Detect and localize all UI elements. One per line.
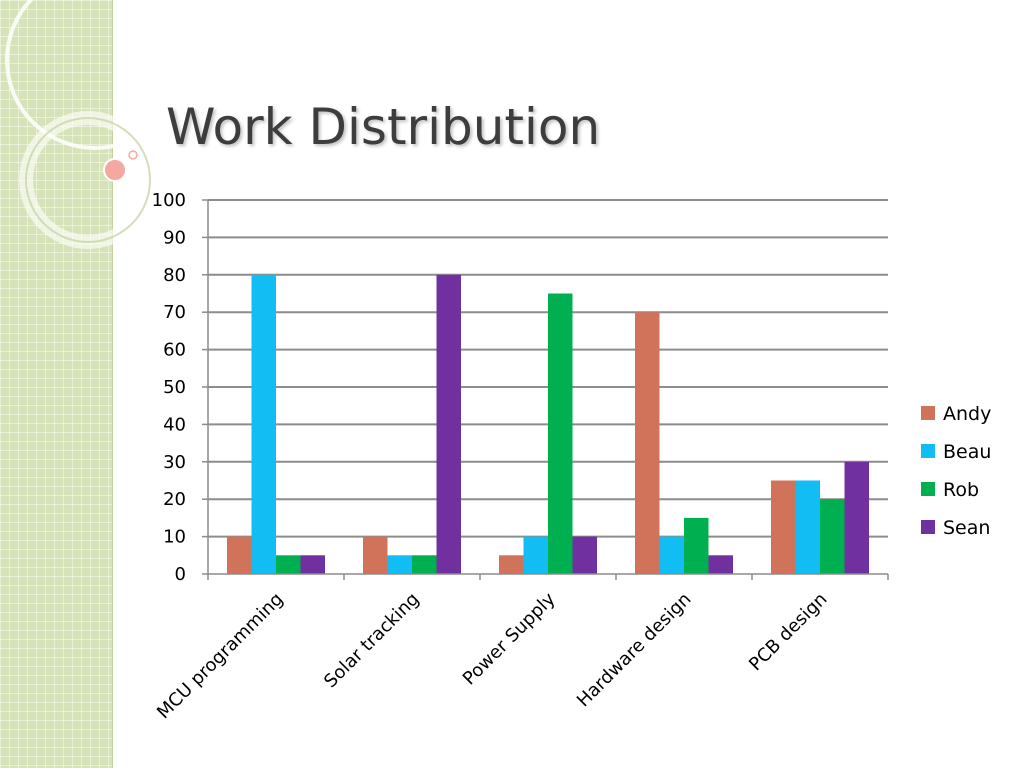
legend: Andy Beau Rob Sean [921,403,991,539]
bar-sean [436,274,461,574]
y-tick-label: 70 [163,302,186,323]
legend-label-andy: Andy [943,403,991,425]
bar-rob [548,293,573,574]
axes [202,199,889,580]
bar-rob [820,499,845,574]
bar-rob [276,555,301,574]
y-tick-label: 10 [163,527,186,548]
slide-title: Work Distribution [166,98,601,156]
decorative-circles [5,0,185,249]
legend-label-sean: Sean [943,517,990,539]
bar-sean [300,555,325,574]
bar-andy [363,536,388,574]
x-tick-label: MCU programming [153,589,287,723]
bar-beau [251,274,276,574]
bar-beau [523,536,548,574]
bar-sean [572,536,597,574]
bar-andy [227,536,252,574]
legend-swatch-rob [921,482,935,496]
bar-andy [499,555,524,574]
legend-swatch-sean [921,520,935,534]
bar-beau [659,536,684,574]
bar-beau [795,480,820,574]
bar-beau [387,555,412,574]
y-tick-label: 30 [163,452,186,473]
legend-swatch-andy [921,406,935,420]
bars [227,274,869,574]
bar-rob [412,555,437,574]
x-tick-label: Hardware design [573,589,696,712]
y-tick-label: 90 [163,227,186,248]
y-tick-label: 100 [152,190,186,211]
bar-andy [771,480,796,574]
x-tick-label: Solar tracking [320,589,423,692]
bar-sean [708,555,733,574]
bar-sean [844,461,869,574]
bar-rob [684,517,709,574]
x-tick-label: PCB design [745,589,831,675]
x-tick-labels: MCU programming Solar tracking Power Suppl… [153,588,831,723]
y-tick-label: 20 [163,489,186,510]
y-tick-label: 40 [163,414,186,435]
y-tick-label: 0 [175,564,186,585]
legend-label-rob: Rob [943,479,979,501]
y-tick-label: 60 [163,340,186,361]
legend-swatch-beau [921,444,935,458]
x-tick-label: Power Supply [459,588,560,689]
bar-andy [635,312,660,574]
legend-label-beau: Beau [943,441,991,463]
y-tick-label: 80 [163,265,186,286]
y-tick-label: 50 [163,377,186,398]
y-tick-labels: 0 10 20 30 40 50 60 70 80 90 100 [152,190,186,585]
